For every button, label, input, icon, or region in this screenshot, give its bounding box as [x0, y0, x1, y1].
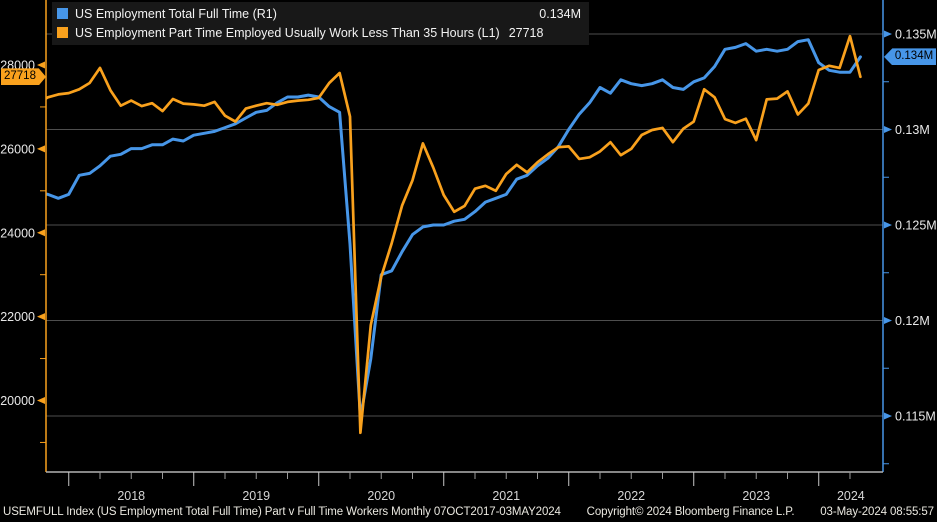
series-lines — [46, 34, 862, 435]
last-value-tag-part-time-text: 27718 — [4, 70, 36, 83]
x-axis-year-label: 2024 — [837, 489, 865, 502]
legend-item-part-time[interactable]: US Employment Part Time Employed Usually… — [57, 23, 581, 42]
legend-value-part-time: 27718 — [508, 25, 544, 40]
status-ticker-description: USEMFULL Index (US Employment Total Full… — [3, 506, 561, 518]
series-part-time-line — [46, 34, 862, 435]
left-axis-tick-arrow-icon — [37, 145, 45, 153]
left-axis-tick-label: 22000 — [0, 310, 35, 324]
right-axis-tick-arrow-icon — [884, 317, 892, 324]
right-axis-tick-label: 0.13M — [895, 123, 930, 137]
legend: US Employment Total Full Time (R1) 0.134… — [52, 2, 589, 45]
right-axis-tick-arrow-icon — [884, 30, 892, 38]
right-axis: 0.135M 0.13M 0.125M 0.12M 0.115M — [882, 0, 937, 472]
x-axis-year-label: 2018 — [117, 489, 145, 502]
x-axis-year-label: 2023 — [742, 489, 770, 502]
legend-swatch-part-time-icon — [57, 27, 68, 38]
last-value-tag-full-time-text: 0.134M — [894, 50, 934, 63]
right-axis-tick-arrow-icon — [884, 412, 892, 420]
left-axis-tick-arrow-icon — [37, 61, 45, 69]
x-axis: 2018 2019 2020 2021 2022 2023 2024 — [46, 471, 883, 503]
series-full-time-line — [46, 38, 862, 420]
left-axis-tick-arrow-icon — [37, 229, 45, 237]
x-axis-year-label: 2020 — [367, 489, 395, 502]
right-axis-tick-label: 0.115M — [895, 410, 936, 424]
x-axis-year-label: 2019 — [242, 489, 270, 502]
gridlines — [46, 33, 883, 417]
x-axis-year-label: 2022 — [617, 489, 645, 502]
x-axis-year-label: 2021 — [492, 489, 520, 502]
last-value-tag-full-time: 0.134M — [884, 48, 936, 66]
right-axis-tick-label: 0.135M — [895, 28, 937, 42]
right-axis-tick-label: 0.12M — [895, 314, 930, 328]
status-bar: USEMFULL Index (US Employment Total Full… — [0, 502, 937, 522]
status-copyright: Copyright© 2024 Bloomberg Finance L.P. — [586, 506, 795, 518]
right-axis-tick-arrow-icon — [884, 126, 892, 133]
chart-svg[interactable]: 28000260002400022000200000.135M0.13M0.12… — [0, 0, 937, 503]
chart-plot-area[interactable]: 28000 26000 24000 22000 20000 0.135M 0.13M 0.12… — [0, 0, 937, 503]
last-value-tag-part-time: 27718 — [1, 68, 46, 86]
right-axis-tick-label: 0.125M — [895, 219, 937, 233]
left-axis-tick-arrow-icon — [37, 313, 45, 321]
legend-value-full-time: 0.134M — [539, 6, 581, 21]
left-axis-tick-label: 20000 — [0, 394, 35, 408]
left-axis-tick-arrow-icon — [37, 397, 45, 404]
legend-label-part-time: US Employment Part Time Employed Usually… — [75, 25, 500, 40]
left-axis-tick-label: 26000 — [0, 142, 35, 156]
left-axis-tick-label: 24000 — [0, 226, 35, 240]
legend-label-full-time: US Employment Total Full Time (R1) — [75, 6, 277, 21]
status-timestamp: 03-May-2024 08:55:57 — [820, 506, 934, 518]
legend-swatch-full-time-icon — [57, 8, 68, 19]
legend-item-full-time[interactable]: US Employment Total Full Time (R1) 0.134… — [57, 4, 581, 23]
right-axis-tick-arrow-icon — [884, 221, 892, 229]
